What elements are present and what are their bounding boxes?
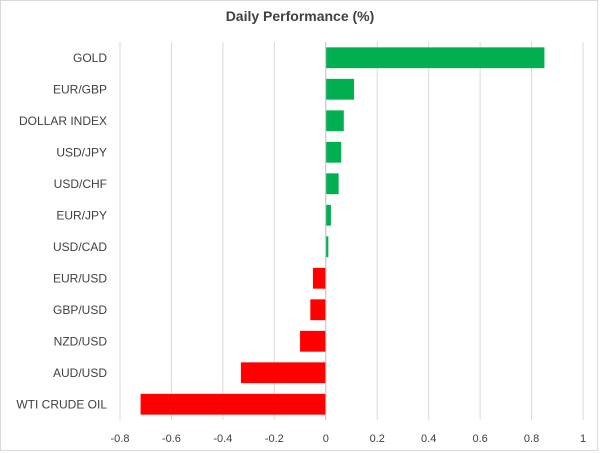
category-label-dollar-index: DOLLAR INDEX [19,114,107,128]
tick-label-0.8: 0.8 [524,433,539,445]
category-label-eur-gbp: EUR/GBP [53,82,107,96]
bar-dollar-index [325,110,344,132]
tick-label-1: 1 [580,433,586,445]
tick-label--0.2: -0.2 [265,433,284,445]
tick-label--0.4: -0.4 [213,433,232,445]
tick-labels: -0.8 -0.6 -0.4 -0.2 0 0.2 0.4 0.6 0.8 1 [111,433,587,445]
grid-lines [119,42,584,420]
bar-usd-jpy [325,141,342,163]
category-label-usd-jpy: USD/JPY [56,145,107,159]
tick-label--0.8: -0.8 [111,433,130,445]
category-label-gbp-usd: GBP/USD [53,303,107,317]
bars [140,47,545,415]
bar-eur-gbp [325,78,355,100]
tick-label-0.4: 0.4 [421,433,436,445]
bar-aud-usd [240,362,326,384]
category-label-usd-cad: USD/CAD [53,240,107,254]
category-label-nzd-usd: NZD/USD [54,334,108,348]
tick-label-0.6: 0.6 [472,433,487,445]
category-label-usd-chf: USD/CHF [54,177,107,191]
bar-gbp-usd [310,299,326,321]
bar-nzd-usd [300,330,326,352]
bar-eur-jpy [325,204,331,226]
bar-wti-crude-oil [140,393,326,415]
category-label-aud-usd: AUD/USD [53,366,107,380]
category-label-wti-crude-oil: WTI CRUDE OIL [16,397,107,411]
chart-title: Daily Performance (%) [225,8,375,24]
bar-eur-usd [312,267,326,289]
category-labels: GOLD EUR/GBP DOLLAR INDEX USD/JPY USD/CHF EUR… [16,51,107,412]
category-label-eur-usd: EUR/USD [53,271,107,285]
bar-gold [325,47,545,69]
tick-label--0.6: -0.6 [162,433,181,445]
tick-label-0.2: 0.2 [370,433,385,445]
bar-usd-cad [325,236,329,258]
tick-label-0: 0 [323,433,329,445]
category-label-eur-jpy: EUR/JPY [56,208,107,222]
category-label-gold: GOLD [73,51,107,65]
bar-usd-chf [325,173,339,195]
